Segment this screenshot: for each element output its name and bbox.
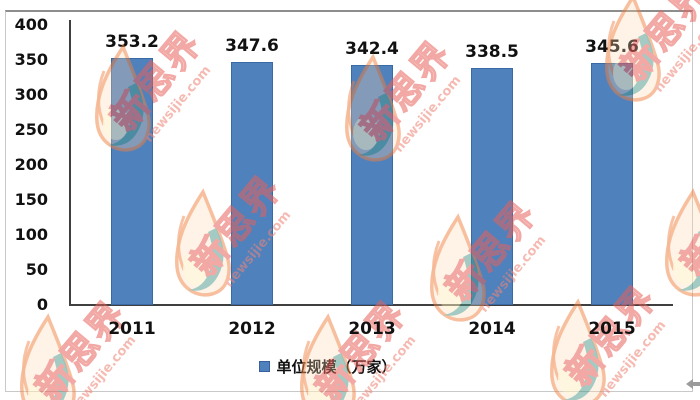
y-tick-label: 50	[25, 260, 48, 279]
bar-2011	[111, 58, 153, 305]
y-tick-label: 0	[36, 295, 48, 314]
bar-2015	[591, 63, 633, 305]
y-tick-label: 200	[14, 155, 48, 174]
value-label-2015: 345.6	[585, 37, 639, 57]
bar-column: 353.2	[72, 25, 192, 305]
legend-label: 单位规模（万家）	[276, 356, 396, 377]
y-tick-label: 300	[14, 85, 48, 104]
legend-swatch-icon	[259, 361, 271, 372]
x-tick-label-2013: 2013	[348, 319, 396, 339]
bar-column: 345.6	[552, 25, 672, 305]
y-tick-label: 150	[14, 190, 48, 209]
value-label-2011: 353.2	[105, 32, 159, 52]
y-tick-label: 400	[14, 15, 48, 34]
value-label-2012: 347.6	[225, 36, 279, 56]
x-tick-label-2014: 2014	[468, 319, 516, 339]
bar-column: 342.4	[312, 25, 432, 305]
bar-column: 347.6	[192, 25, 312, 305]
value-label-2014: 338.5	[465, 42, 519, 62]
x-tick-label-2015: 2015	[588, 319, 636, 339]
value-label-2013: 342.4	[345, 39, 399, 59]
y-tick-label: 350	[14, 50, 48, 69]
bar-2012	[231, 62, 273, 305]
legend: 单位规模（万家）	[0, 356, 678, 377]
y-tick-label: 250	[14, 120, 48, 139]
bar-column: 338.5	[432, 25, 552, 305]
x-tick-label-2011: 2011	[108, 319, 156, 339]
bar-2014	[471, 68, 513, 305]
bar-2013	[351, 65, 393, 305]
y-axis-line	[69, 20, 71, 306]
x-tick-label-2012: 2012	[228, 319, 276, 339]
y-tick-label: 100	[14, 225, 48, 244]
